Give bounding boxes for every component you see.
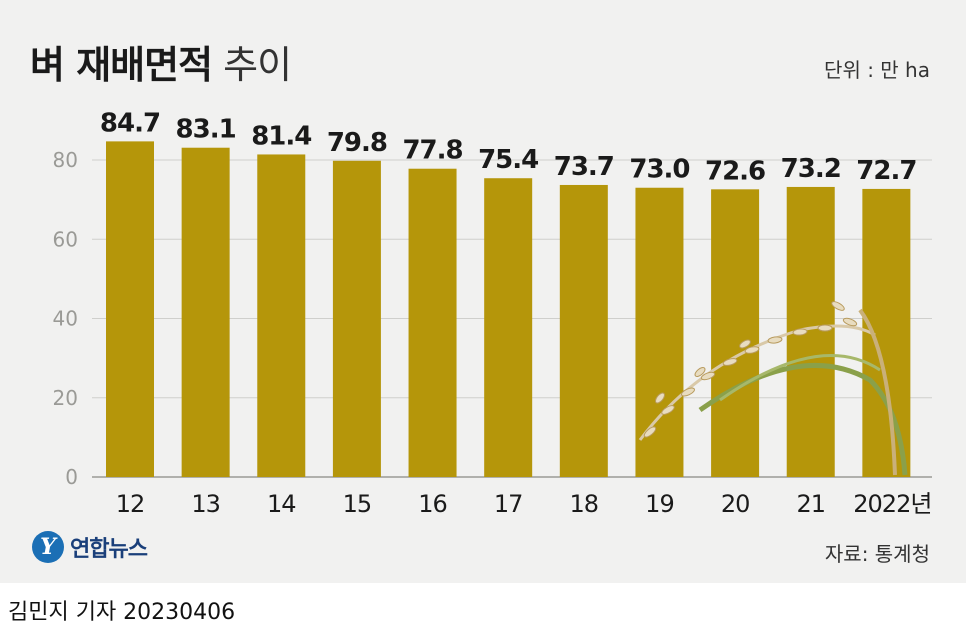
- value-label: 84.7: [100, 108, 160, 138]
- byline: 김민지 기자 20230406: [8, 600, 236, 625]
- bar: [181, 147, 230, 477]
- value-label: 77.8: [402, 136, 462, 166]
- title-main: 벼 재배면적: [30, 43, 213, 87]
- source-label: 자료: 통계청: [824, 542, 930, 566]
- yonhap-logo: Y 연합뉴스: [32, 531, 148, 563]
- x-tick-label: 21: [796, 490, 825, 518]
- logo-text: 연합뉴스: [70, 537, 148, 562]
- value-label: 73.0: [629, 155, 689, 185]
- x-axis-labels: 12 13 14 15 16 17 18 19 20 21 2022년: [116, 490, 933, 518]
- x-tick-label: 15: [343, 490, 372, 518]
- x-tick-label: 13: [191, 490, 220, 518]
- title-sub: 추이: [223, 43, 292, 87]
- value-labels: 84.7 83.1 81.4 79.8 77.8 75.4 73.7 73.0 72.6 73.2…: [100, 108, 918, 186]
- x-tick-label: 16: [418, 490, 447, 518]
- value-label: 72.7: [856, 156, 916, 186]
- y-axis-ticks: 0 20 40 60 80: [53, 148, 78, 489]
- y-tick-label: 80: [53, 148, 78, 172]
- y-tick-label: 40: [53, 307, 78, 331]
- bar: [106, 141, 154, 477]
- chart-title: 벼 재배면적 추이: [30, 34, 292, 89]
- bar: [559, 184, 608, 477]
- bar: [711, 189, 760, 477]
- unit-label: 단위 : 만 ha: [824, 58, 930, 82]
- bar: [484, 178, 533, 478]
- y-tick-label: 60: [53, 227, 78, 251]
- y-tick-label: 0: [65, 465, 78, 489]
- x-tick-label: 14: [267, 490, 296, 518]
- bar-chart: 0 20 40 60 80 12 13 14 15 16 17 18 19 20 21 2022년 84.7…: [53, 108, 933, 518]
- bar: [332, 160, 381, 478]
- x-tick-label: 2022년: [853, 490, 931, 518]
- logo-mark-icon: Y: [32, 531, 64, 563]
- bars: [106, 141, 911, 478]
- bar: [257, 154, 306, 477]
- value-label: 83.1: [176, 115, 236, 145]
- value-label: 75.4: [478, 145, 538, 175]
- rice-stalk-icon: [638, 301, 908, 476]
- x-tick-label: 19: [645, 490, 674, 518]
- y-tick-label: 20: [53, 386, 78, 410]
- x-tick-label: 18: [570, 490, 599, 518]
- bar: [635, 187, 684, 478]
- value-label: 73.7: [554, 152, 614, 182]
- value-label: 79.8: [327, 128, 387, 158]
- x-tick-label: 17: [494, 490, 523, 518]
- bar: [408, 168, 457, 477]
- value-label: 72.6: [705, 156, 765, 186]
- x-tick-label: 20: [721, 490, 750, 518]
- x-tick-label: 12: [116, 490, 145, 518]
- value-label: 81.4: [251, 121, 311, 151]
- value-label: 73.2: [781, 154, 841, 184]
